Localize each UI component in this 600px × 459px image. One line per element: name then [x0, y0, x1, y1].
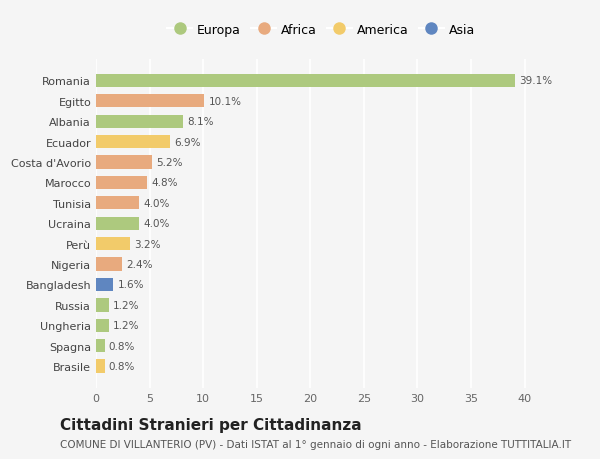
Bar — [96, 197, 139, 210]
Bar — [96, 217, 139, 230]
Bar — [96, 278, 113, 291]
Bar — [96, 258, 122, 271]
Text: 6.9%: 6.9% — [174, 137, 201, 147]
Legend: Europa, Africa, America, Asia: Europa, Africa, America, Asia — [163, 20, 479, 40]
Text: 4.0%: 4.0% — [143, 219, 170, 229]
Bar — [96, 74, 515, 88]
Text: Cittadini Stranieri per Cittadinanza: Cittadini Stranieri per Cittadinanza — [60, 417, 362, 432]
Bar — [96, 115, 183, 129]
Text: 4.8%: 4.8% — [152, 178, 178, 188]
Bar — [96, 319, 109, 332]
Bar — [96, 95, 204, 108]
Text: COMUNE DI VILLANTERIO (PV) - Dati ISTAT al 1° gennaio di ogni anno - Elaborazion: COMUNE DI VILLANTERIO (PV) - Dati ISTAT … — [60, 440, 571, 449]
Bar — [96, 237, 130, 251]
Text: 39.1%: 39.1% — [519, 76, 553, 86]
Text: 10.1%: 10.1% — [209, 96, 241, 106]
Text: 0.8%: 0.8% — [109, 361, 135, 371]
Text: 8.1%: 8.1% — [187, 117, 214, 127]
Text: 5.2%: 5.2% — [156, 158, 182, 168]
Bar — [96, 156, 152, 169]
Text: 2.4%: 2.4% — [126, 259, 152, 269]
Text: 1.2%: 1.2% — [113, 300, 140, 310]
Text: 0.8%: 0.8% — [109, 341, 135, 351]
Bar — [96, 299, 109, 312]
Text: 1.6%: 1.6% — [118, 280, 144, 290]
Text: 3.2%: 3.2% — [134, 239, 161, 249]
Bar — [96, 360, 104, 373]
Bar — [96, 136, 170, 149]
Text: 4.0%: 4.0% — [143, 198, 170, 208]
Text: 1.2%: 1.2% — [113, 320, 140, 330]
Bar — [96, 339, 104, 353]
Bar — [96, 176, 148, 190]
